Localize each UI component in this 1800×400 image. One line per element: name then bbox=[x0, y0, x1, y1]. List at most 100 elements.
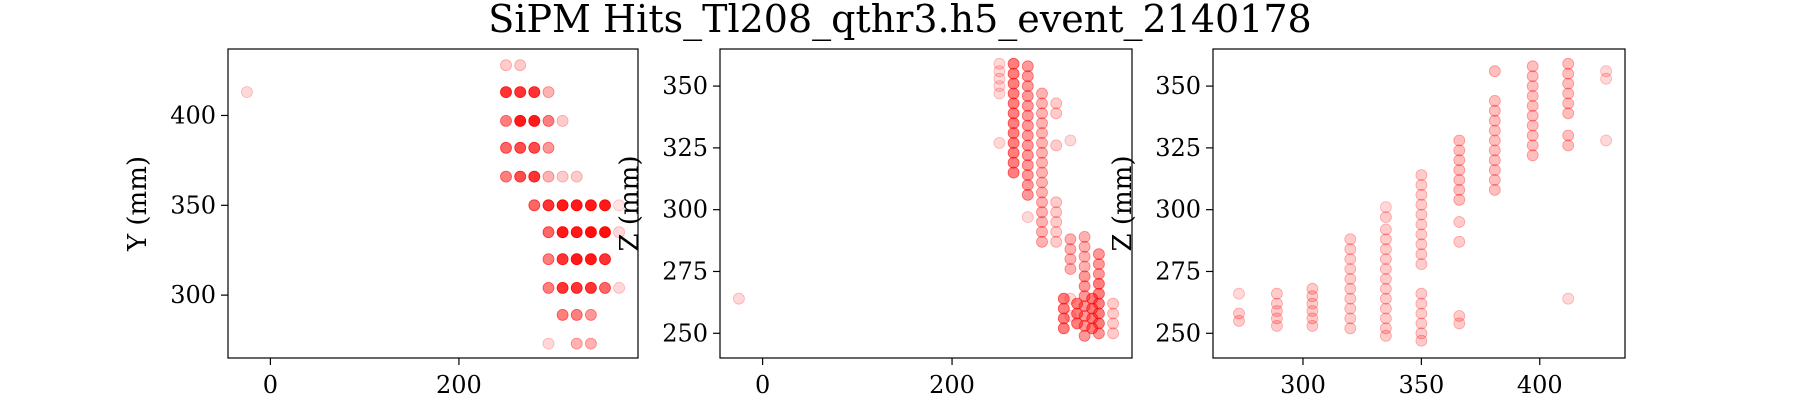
data-point bbox=[599, 253, 611, 266]
y-axis-label: Z (mm) bbox=[615, 156, 645, 252]
data-point bbox=[1007, 117, 1020, 130]
data-point bbox=[1064, 263, 1077, 275]
data-point bbox=[1271, 297, 1283, 310]
data-point bbox=[1562, 87, 1575, 100]
data-point bbox=[528, 141, 541, 154]
data-point bbox=[1344, 263, 1357, 275]
y-tick-label: 350 bbox=[170, 191, 216, 219]
data-point bbox=[1078, 280, 1091, 293]
data-point bbox=[1380, 292, 1392, 305]
data-point bbox=[1344, 292, 1357, 305]
data-point bbox=[1415, 188, 1428, 201]
data-point bbox=[1021, 119, 1034, 132]
data-point bbox=[514, 59, 527, 72]
data-point bbox=[570, 170, 583, 183]
data-point bbox=[1562, 292, 1575, 305]
data-point bbox=[1306, 297, 1319, 310]
data-point bbox=[1453, 134, 1466, 147]
data-point bbox=[556, 308, 569, 321]
data-point bbox=[1021, 211, 1034, 224]
y-tick-label: 300 bbox=[662, 196, 708, 224]
data-point bbox=[1050, 225, 1063, 238]
data-point bbox=[1380, 302, 1392, 315]
data-point bbox=[1344, 282, 1357, 295]
data-point bbox=[1380, 201, 1392, 214]
data-point bbox=[1600, 134, 1612, 147]
data-point bbox=[1036, 196, 1048, 209]
data-point bbox=[1021, 109, 1034, 122]
data-point bbox=[514, 86, 527, 98]
data-point bbox=[1021, 80, 1034, 92]
data-point bbox=[1600, 72, 1612, 85]
data-point bbox=[542, 170, 555, 183]
data-point bbox=[1415, 208, 1428, 221]
data-point bbox=[514, 170, 527, 183]
data-point bbox=[1050, 216, 1063, 228]
data-point bbox=[585, 226, 597, 239]
data-point bbox=[528, 170, 541, 183]
data-point bbox=[1488, 174, 1501, 186]
data-point bbox=[1036, 117, 1048, 130]
data-point bbox=[1086, 322, 1099, 335]
data-point bbox=[1380, 329, 1392, 342]
data-point bbox=[1007, 156, 1020, 169]
data-point bbox=[1107, 327, 1119, 340]
data-point bbox=[1007, 87, 1020, 100]
data-point bbox=[1036, 166, 1048, 179]
data-point bbox=[1453, 235, 1466, 248]
data-point bbox=[1036, 206, 1048, 219]
data-point bbox=[1415, 317, 1428, 330]
data-point bbox=[1526, 70, 1539, 83]
data-point bbox=[1415, 179, 1428, 191]
data-point bbox=[570, 281, 583, 294]
data-point bbox=[993, 80, 1006, 92]
data-point bbox=[1021, 149, 1034, 162]
data-point bbox=[1271, 305, 1283, 317]
data-point bbox=[1488, 65, 1501, 78]
x-tick-label: 200 bbox=[436, 371, 482, 399]
data-point bbox=[556, 115, 569, 127]
data-point bbox=[1021, 188, 1034, 201]
data-point bbox=[542, 253, 555, 266]
y-tick-label: 400 bbox=[170, 101, 216, 129]
data-point bbox=[500, 86, 512, 98]
data-point bbox=[1380, 223, 1392, 236]
data-point bbox=[1036, 156, 1048, 169]
data-point bbox=[1093, 258, 1105, 271]
figure-title: SiPM Hits_Tl208_qthr3.h5_event_2140178 bbox=[488, 0, 1311, 42]
data-point bbox=[1306, 319, 1319, 332]
data-point bbox=[1050, 139, 1063, 152]
data-point bbox=[1344, 272, 1357, 285]
data-point bbox=[1344, 243, 1357, 256]
data-point bbox=[1093, 268, 1105, 280]
data-point bbox=[1233, 314, 1245, 327]
data-point bbox=[1021, 179, 1034, 191]
data-point bbox=[1271, 319, 1283, 332]
data-point bbox=[570, 253, 583, 266]
data-point bbox=[1415, 169, 1428, 182]
data-point bbox=[1380, 282, 1392, 295]
data-point bbox=[1036, 97, 1048, 110]
data-point bbox=[1078, 270, 1091, 283]
data-point bbox=[1380, 253, 1392, 266]
y-axis-label: Y (mm) bbox=[123, 156, 153, 252]
data-point bbox=[1007, 166, 1020, 179]
data-point bbox=[1064, 243, 1077, 256]
data-point bbox=[1107, 307, 1119, 320]
data-point bbox=[556, 199, 569, 212]
data-point bbox=[500, 170, 512, 183]
data-point bbox=[1526, 139, 1539, 152]
data-point bbox=[993, 65, 1006, 78]
data-point bbox=[1562, 139, 1575, 152]
data-point bbox=[542, 199, 555, 212]
x-tick-label: 300 bbox=[1280, 371, 1326, 399]
data-point bbox=[1064, 134, 1077, 147]
data-point bbox=[1488, 114, 1501, 127]
data-point bbox=[1526, 129, 1539, 142]
data-point bbox=[1562, 97, 1575, 110]
data-point bbox=[1562, 107, 1575, 120]
y-tick-label: 275 bbox=[662, 257, 708, 285]
data-point bbox=[1093, 248, 1105, 261]
data-point bbox=[1380, 263, 1392, 275]
